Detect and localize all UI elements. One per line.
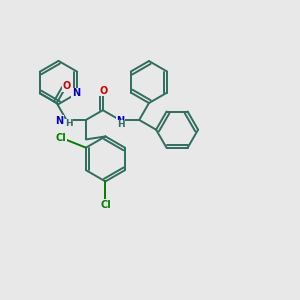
Text: N: N	[72, 88, 80, 98]
Text: O: O	[100, 85, 108, 96]
Text: O: O	[63, 81, 71, 91]
Text: Cl: Cl	[56, 134, 66, 143]
Text: N: N	[55, 116, 63, 126]
Text: N: N	[116, 116, 125, 126]
Text: H: H	[117, 120, 125, 129]
Text: H: H	[65, 119, 73, 128]
Text: Cl: Cl	[100, 200, 111, 209]
